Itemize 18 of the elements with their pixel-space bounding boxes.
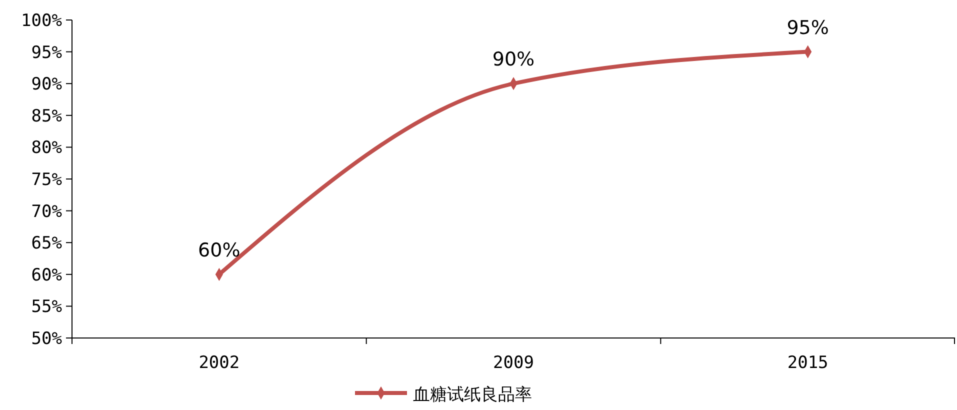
data-label: 60% [198, 239, 240, 262]
y-tick-label: 60% [31, 265, 62, 286]
y-tick-label: 55% [31, 297, 62, 318]
y-tick-label: 80% [31, 138, 62, 158]
x-tick-label: 2002 [198, 353, 240, 373]
y-tick-label: 85% [31, 106, 62, 126]
data-label: 90% [492, 48, 535, 71]
legend-label: 血糖试纸良品率 [413, 385, 532, 405]
x-tick-label: 2015 [787, 353, 828, 373]
y-tick-label: 90% [31, 74, 62, 95]
data-label: 95% [786, 16, 829, 39]
x-tick-label: 2009 [493, 353, 534, 373]
y-tick-label: 100% [21, 10, 62, 31]
y-tick-label: 95% [31, 42, 62, 63]
y-tick-label: 70% [31, 202, 62, 222]
y-tick-label: 75% [31, 170, 62, 190]
y-tick-label: 65% [31, 234, 62, 254]
y-tick-label: 50% [31, 328, 62, 349]
